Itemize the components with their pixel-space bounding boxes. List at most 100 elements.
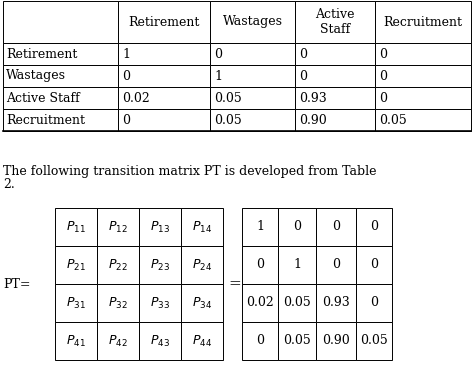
Text: 0: 0 <box>122 69 130 82</box>
Text: Wastages: Wastages <box>222 15 283 28</box>
Bar <box>278 208 316 246</box>
Bar <box>210 65 295 87</box>
Bar <box>118 1 210 43</box>
Bar <box>3 87 118 109</box>
Bar <box>278 246 316 284</box>
Text: Recruitment: Recruitment <box>6 113 85 126</box>
Text: Active Staff: Active Staff <box>6 92 80 105</box>
Bar <box>356 246 392 284</box>
Text: $P_{11}$: $P_{11}$ <box>66 219 86 234</box>
Bar <box>295 1 375 43</box>
Text: Wastages: Wastages <box>6 69 66 82</box>
Bar <box>356 284 392 322</box>
Bar <box>356 322 392 360</box>
Bar <box>55 208 97 246</box>
Text: Retirement: Retirement <box>128 15 200 28</box>
Text: $P_{24}$: $P_{24}$ <box>192 257 212 273</box>
Text: 0.05: 0.05 <box>360 334 388 347</box>
Bar <box>316 246 356 284</box>
Text: 1: 1 <box>122 47 130 61</box>
Bar <box>295 43 375 65</box>
Bar <box>356 208 392 246</box>
Text: The following transition matrix PT is developed from Table: The following transition matrix PT is de… <box>3 165 376 178</box>
Text: 0: 0 <box>299 47 307 61</box>
Bar <box>3 1 118 43</box>
Bar <box>139 284 181 322</box>
Bar <box>375 1 471 43</box>
Text: 0: 0 <box>122 113 130 126</box>
Text: 0: 0 <box>379 47 387 61</box>
Text: $P_{22}$: $P_{22}$ <box>108 257 128 273</box>
Text: 0: 0 <box>370 296 378 309</box>
Text: 0: 0 <box>214 47 222 61</box>
Text: 0: 0 <box>379 92 387 105</box>
Text: 0: 0 <box>256 259 264 272</box>
Text: Retirement: Retirement <box>6 47 77 61</box>
Text: 0: 0 <box>379 69 387 82</box>
Bar <box>242 208 278 246</box>
Bar <box>210 1 295 43</box>
Text: =: = <box>228 277 241 291</box>
Bar <box>139 208 181 246</box>
Text: 0: 0 <box>293 221 301 234</box>
Text: 1: 1 <box>256 221 264 234</box>
Bar <box>375 43 471 65</box>
Text: $P_{43}$: $P_{43}$ <box>150 334 170 349</box>
Bar <box>3 43 118 65</box>
Bar <box>97 284 139 322</box>
Bar <box>139 322 181 360</box>
Text: $P_{41}$: $P_{41}$ <box>66 334 86 349</box>
Bar <box>181 322 223 360</box>
Text: 0.93: 0.93 <box>322 296 350 309</box>
Text: $P_{23}$: $P_{23}$ <box>150 257 170 273</box>
Text: 0: 0 <box>370 259 378 272</box>
Text: $P_{31}$: $P_{31}$ <box>66 295 86 311</box>
Bar <box>118 65 210 87</box>
Bar <box>278 322 316 360</box>
Text: $P_{21}$: $P_{21}$ <box>66 257 86 273</box>
Bar <box>118 87 210 109</box>
Bar <box>375 65 471 87</box>
Text: $P_{13}$: $P_{13}$ <box>150 219 170 234</box>
Text: 0: 0 <box>332 259 340 272</box>
Bar <box>55 322 97 360</box>
Text: 0: 0 <box>299 69 307 82</box>
Bar <box>242 284 278 322</box>
Bar <box>295 87 375 109</box>
Bar <box>139 246 181 284</box>
Text: $P_{14}$: $P_{14}$ <box>192 219 212 234</box>
Text: $P_{12}$: $P_{12}$ <box>108 219 128 234</box>
Text: Recruitment: Recruitment <box>383 15 463 28</box>
Text: 0: 0 <box>256 334 264 347</box>
Bar <box>295 65 375 87</box>
Text: Active
Staff: Active Staff <box>315 8 355 36</box>
Bar <box>375 87 471 109</box>
Bar <box>242 246 278 284</box>
Text: 0.05: 0.05 <box>214 113 242 126</box>
Bar <box>97 322 139 360</box>
Bar <box>316 208 356 246</box>
Text: 0: 0 <box>332 221 340 234</box>
Text: 0.02: 0.02 <box>246 296 274 309</box>
Text: 0.02: 0.02 <box>122 92 150 105</box>
Bar <box>210 43 295 65</box>
Text: 1: 1 <box>214 69 222 82</box>
Bar <box>55 246 97 284</box>
Text: 0.05: 0.05 <box>283 334 311 347</box>
Bar <box>55 284 97 322</box>
Text: $P_{32}$: $P_{32}$ <box>108 295 128 311</box>
Text: 0.05: 0.05 <box>379 113 407 126</box>
Text: 0.05: 0.05 <box>214 92 242 105</box>
Bar <box>242 322 278 360</box>
Bar <box>97 208 139 246</box>
Bar <box>278 284 316 322</box>
Bar <box>316 322 356 360</box>
Text: $P_{44}$: $P_{44}$ <box>192 334 212 349</box>
Bar <box>375 109 471 131</box>
Bar <box>316 284 356 322</box>
Bar <box>181 284 223 322</box>
Bar <box>181 246 223 284</box>
Bar <box>118 43 210 65</box>
Text: 0.90: 0.90 <box>322 334 350 347</box>
Text: 0.05: 0.05 <box>283 296 311 309</box>
